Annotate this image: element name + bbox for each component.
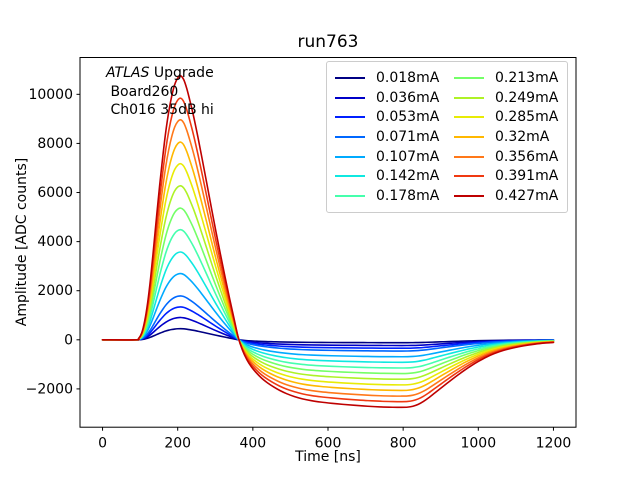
legend-label: 0.178mA	[376, 188, 440, 205]
curve-0.018mA	[101, 327, 555, 344]
legend-label: 0.427mA	[495, 188, 559, 205]
legend-item: 0.213mA	[454, 68, 561, 88]
curve-0.178mA	[101, 228, 555, 369]
legend-color-line	[454, 76, 484, 79]
curve-0.391mA	[101, 97, 555, 403]
legend-color-line	[454, 135, 484, 138]
legend-color-line	[454, 195, 484, 198]
legend-color-line	[454, 175, 484, 178]
legend-label: 0.071mA	[376, 128, 440, 145]
annotation-board: Board260	[106, 83, 179, 100]
legend-item: 0.356mA	[454, 147, 561, 167]
y-tick-label: 0	[64, 332, 73, 348]
x-tick-label: 1000	[460, 436, 496, 452]
legend-label: 0.107mA	[376, 148, 440, 165]
legend-color-line	[335, 135, 365, 138]
curve-0.32mA	[101, 141, 555, 392]
curve-0.036mA	[101, 316, 555, 347]
y-tick-label: −2000	[26, 381, 73, 397]
y-tick-label: 10000	[28, 87, 73, 103]
legend-color-line	[335, 195, 365, 198]
legend-label: 0.213mA	[495, 69, 559, 86]
legend-color-line	[454, 96, 484, 99]
legend-color-line	[454, 155, 484, 158]
legend-item: 0.018mA	[335, 68, 442, 88]
y-tick-label: 8000	[37, 136, 73, 152]
curve-0.071mA	[101, 295, 555, 352]
x-tick-label: 800	[390, 436, 417, 452]
x-tick-label: 200	[164, 436, 191, 452]
curve-0.285mA	[101, 162, 555, 386]
legend-item: 0.32mA	[454, 127, 561, 147]
legend-label: 0.018mA	[376, 69, 440, 86]
legend-item: 0.071mA	[335, 127, 442, 147]
legend-item: 0.107mA	[335, 147, 442, 167]
legend-color-line	[335, 116, 365, 119]
chart-title: run763	[297, 32, 359, 52]
legend-label: 0.053mA	[376, 109, 440, 126]
curve-0.053mA	[101, 306, 555, 350]
legend-color-line	[335, 76, 365, 79]
y-tick-label: 2000	[37, 283, 73, 299]
annotation-experiment: ATLAS	[106, 65, 150, 81]
legend-item: 0.053mA	[335, 107, 442, 127]
legend-item: 0.249mA	[454, 88, 561, 108]
legend-item: 0.285mA	[454, 107, 561, 127]
legend-label: 0.249mA	[495, 89, 559, 106]
x-tick-label: 0	[98, 436, 107, 452]
legend-item: 0.036mA	[335, 88, 442, 108]
curve-0.107mA	[101, 272, 555, 358]
legend-label: 0.142mA	[376, 168, 440, 185]
legend-item: 0.427mA	[454, 186, 561, 206]
legend-label: 0.285mA	[495, 109, 559, 126]
legend-label: 0.391mA	[495, 168, 559, 185]
curve-0.427mA	[101, 75, 555, 409]
legend-item: 0.391mA	[454, 167, 561, 187]
legend-label: 0.356mA	[495, 148, 559, 165]
legend-label: 0.036mA	[376, 89, 440, 106]
legend-label: 0.32mA	[495, 128, 550, 145]
legend-color-line	[335, 96, 365, 99]
x-axis-label: Time [ns]	[295, 449, 361, 465]
plot-annotation: ATLAS Upgrade Board260 Ch016 35dB hi	[106, 64, 214, 120]
curve-0.356mA	[101, 118, 555, 397]
legend-item: 0.142mA	[335, 167, 442, 187]
x-tick-label: 600	[315, 436, 342, 452]
annotation-channel: Ch016 35dB hi	[106, 102, 214, 118]
legend-color-line	[335, 155, 365, 158]
legend-item: 0.178mA	[335, 186, 442, 206]
legend-color-line	[454, 116, 484, 119]
annotation-upgrade: Upgrade	[149, 65, 214, 81]
x-tick-label: 1200	[536, 436, 572, 452]
x-tick-label: 400	[239, 436, 266, 452]
curve-0.249mA	[101, 184, 555, 381]
y-axis-label: Amplitude [ADC counts]	[14, 157, 30, 327]
curve-0.142mA	[101, 251, 555, 364]
legend: 0.018mA 0.036mA 0.053mA 0.071mA 0.107mA 0.142…	[326, 61, 568, 213]
y-tick-label: 6000	[37, 185, 73, 201]
legend-color-line	[335, 175, 365, 178]
y-tick-label: 4000	[37, 234, 73, 250]
curve-0.213mA	[101, 207, 555, 375]
